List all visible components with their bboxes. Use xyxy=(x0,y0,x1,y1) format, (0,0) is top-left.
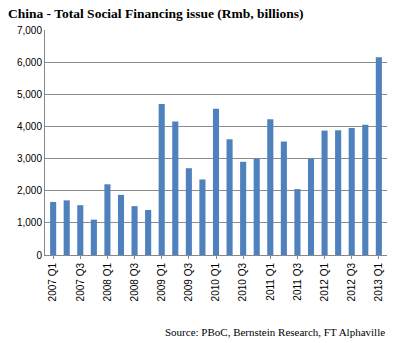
svg-text:3,000: 3,000 xyxy=(17,153,42,164)
svg-text:2,000: 2,000 xyxy=(17,185,42,196)
svg-text:2009 Q3: 2009 Q3 xyxy=(183,263,194,302)
svg-text:0: 0 xyxy=(36,250,42,261)
svg-text:China - Total Social Financing: China - Total Social Financing issue (Rm… xyxy=(8,6,304,21)
svg-text:2012 Q1: 2012 Q1 xyxy=(319,263,330,302)
svg-text:7,000: 7,000 xyxy=(17,25,42,36)
svg-text:2010 Q1: 2010 Q1 xyxy=(210,263,221,302)
svg-text:2010 Q3: 2010 Q3 xyxy=(237,263,248,302)
svg-text:2008 Q3: 2008 Q3 xyxy=(129,263,140,302)
svg-text:2012 Q3: 2012 Q3 xyxy=(346,263,357,302)
svg-text:2009 Q1: 2009 Q1 xyxy=(156,263,167,302)
svg-text:2007 Q1: 2007 Q1 xyxy=(47,263,58,302)
svg-text:4,000: 4,000 xyxy=(17,121,42,132)
svg-text:Source: PBoC, Bernstein Resear: Source: PBoC, Bernstein Research, FT Alp… xyxy=(165,326,385,338)
svg-text:2008 Q1: 2008 Q1 xyxy=(102,263,113,302)
svg-text:1,000: 1,000 xyxy=(17,217,42,228)
svg-text:6,000: 6,000 xyxy=(17,57,42,68)
svg-text:2011 Q1: 2011 Q1 xyxy=(265,263,276,301)
svg-text:2013 Q1: 2013 Q1 xyxy=(373,263,384,302)
svg-text:2007 Q3: 2007 Q3 xyxy=(75,263,86,302)
svg-text:2011 Q3: 2011 Q3 xyxy=(292,263,303,301)
svg-text:5,000: 5,000 xyxy=(17,89,42,100)
